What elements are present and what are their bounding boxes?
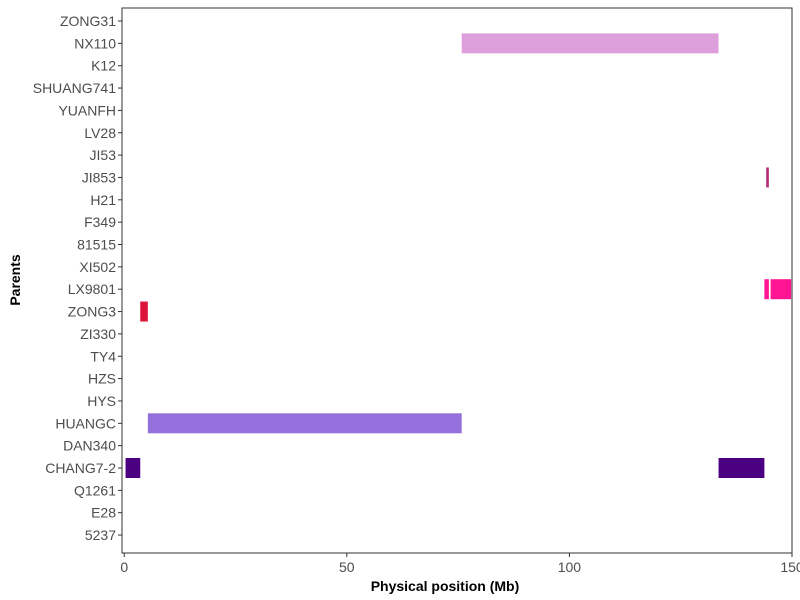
y-tick-label: ZI330	[80, 326, 116, 342]
segment-bar-chang7-2	[125, 458, 141, 478]
y-tick-label: HZS	[88, 371, 116, 387]
y-tick-label: XI502	[79, 259, 116, 275]
y-tick-label: 81515	[77, 237, 116, 253]
y-tick-label: YUANFH	[58, 102, 116, 118]
y-tick-label: HUANGC	[55, 415, 116, 431]
x-tick-label: 150	[780, 559, 800, 575]
x-tick-label: 50	[339, 559, 355, 575]
x-axis-title: Physical position (Mb)	[371, 578, 520, 594]
y-tick-label: F349	[84, 214, 116, 230]
y-tick-label: DAN340	[63, 438, 116, 454]
y-axis-title: Parents	[7, 254, 23, 306]
y-tick-label: SHUANG741	[33, 80, 116, 96]
segment-bar-ji853	[766, 167, 769, 188]
y-tick-label: Q1261	[74, 482, 116, 498]
y-tick-label: 5237	[85, 527, 116, 543]
y-tick-label: ZONG3	[68, 304, 116, 320]
y-tick-label: K12	[91, 58, 116, 74]
x-axis: 0 50 100 150	[120, 553, 800, 575]
y-tick-label: NX110	[74, 35, 116, 51]
y-tick-label: LX9801	[68, 281, 116, 297]
y-tick-label: CHANG7-2	[45, 460, 116, 476]
y-tick-label: JI53	[90, 147, 117, 163]
segment-bar-nx110	[461, 33, 719, 54]
y-tick-label: E28	[91, 505, 116, 521]
y-tick-label: TY4	[90, 348, 116, 364]
x-tick-label: 0	[120, 559, 128, 575]
y-axis: ZONG31 NX110 K12 SHUANG741 YUANFH LV28 JI53 JI8…	[33, 13, 122, 543]
segment-bar-huangc	[147, 413, 462, 434]
segment-bar-lx9801	[764, 279, 769, 300]
y-tick-label: HYS	[87, 393, 116, 409]
bar-layer	[125, 33, 792, 478]
y-tick-label: ZONG31	[60, 13, 116, 29]
segment-bar-chang7-2	[718, 458, 765, 478]
segment-bar-zong3	[140, 301, 148, 322]
y-tick-label: LV28	[84, 125, 116, 141]
y-tick-label: JI853	[82, 169, 116, 185]
y-tick-label: H21	[90, 192, 116, 208]
x-tick-label: 100	[558, 559, 582, 575]
segment-bar-lx9801	[770, 279, 792, 300]
plot-panel	[121, 7, 793, 554]
